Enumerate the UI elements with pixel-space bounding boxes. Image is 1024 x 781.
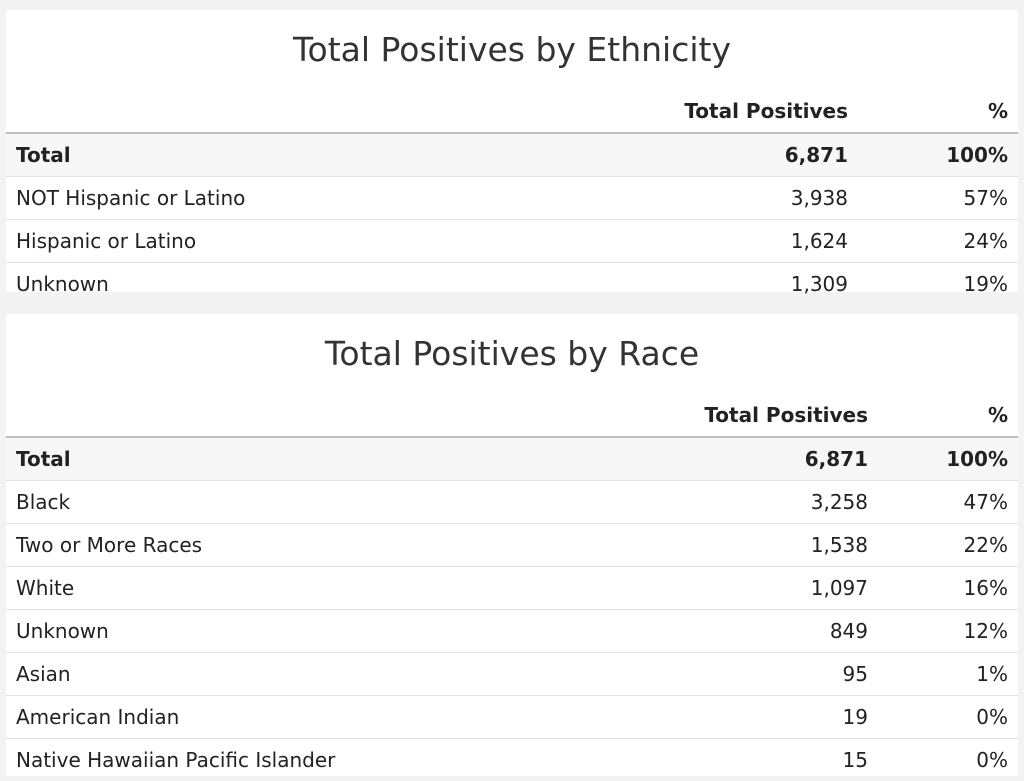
ethnicity-row-label: Total: [6, 133, 562, 177]
race-row-total-positives: 1,097: [586, 567, 878, 610]
race-row-label: White: [6, 567, 586, 610]
race-row-total-positives: 6,871: [586, 437, 878, 481]
race-header-label: [6, 398, 586, 437]
race-row-percent: 0%: [878, 696, 1018, 739]
race-row-label: Native Hawaiian Pacific Islander: [6, 739, 586, 781]
race-row-label: Two or More Races: [6, 524, 586, 567]
ethnicity-header-row: Total Positives %: [6, 94, 1018, 133]
race-row-total-positives: 3,258: [586, 481, 878, 524]
ethnicity-panel: Total Positives by Ethnicity Total Posit…: [6, 10, 1018, 292]
race-header-percent: %: [878, 398, 1018, 437]
race-header-row: Total Positives %: [6, 398, 1018, 437]
race-row-total-positives: 15: [586, 739, 878, 781]
ethnicity-row-label: Unknown: [6, 263, 562, 306]
race-row-total-positives: 849: [586, 610, 878, 653]
race-row-percent: 0%: [878, 739, 1018, 781]
race-row-label: American Indian: [6, 696, 586, 739]
race-row-percent: 22%: [878, 524, 1018, 567]
ethnicity-row-percent: 100%: [858, 133, 1018, 177]
race-row-label: Black: [6, 481, 586, 524]
race-table-title: Total Positives by Race: [6, 334, 1018, 373]
ethnicity-row-percent: 24%: [858, 220, 1018, 263]
race-panel: Total Positives by Race Total Positives …: [6, 314, 1018, 776]
ethnicity-row-percent: 57%: [858, 177, 1018, 220]
ethnicity-row-total-positives: 1,309: [562, 263, 858, 306]
ethnicity-row-total-positives: 1,624: [562, 220, 858, 263]
ethnicity-row-total-positives: 3,938: [562, 177, 858, 220]
ethnicity-row-label: Hispanic or Latino: [6, 220, 562, 263]
race-row-total-positives: 19: [586, 696, 878, 739]
ethnicity-row-label: NOT Hispanic or Latino: [6, 177, 562, 220]
ethnicity-header-percent: %: [858, 94, 1018, 133]
race-row-percent: 1%: [878, 653, 1018, 696]
ethnicity-row-total-positives: 6,871: [562, 133, 858, 177]
race-header-total-positives: Total Positives: [586, 398, 878, 437]
ethnicity-table-title: Total Positives by Ethnicity: [6, 30, 1018, 69]
ethnicity-header-label: [6, 94, 562, 133]
race-row-percent: 47%: [878, 481, 1018, 524]
race-row-label: Total: [6, 437, 586, 481]
ethnicity-row-percent: 19%: [858, 263, 1018, 306]
race-row-label: Unknown: [6, 610, 586, 653]
race-row-label: Asian: [6, 653, 586, 696]
race-row-percent: 100%: [878, 437, 1018, 481]
race-row-total-positives: 95: [586, 653, 878, 696]
race-row-percent: 16%: [878, 567, 1018, 610]
race-row-total-positives: 1,538: [586, 524, 878, 567]
race-row-percent: 12%: [878, 610, 1018, 653]
ethnicity-header-total-positives: Total Positives: [562, 94, 858, 133]
